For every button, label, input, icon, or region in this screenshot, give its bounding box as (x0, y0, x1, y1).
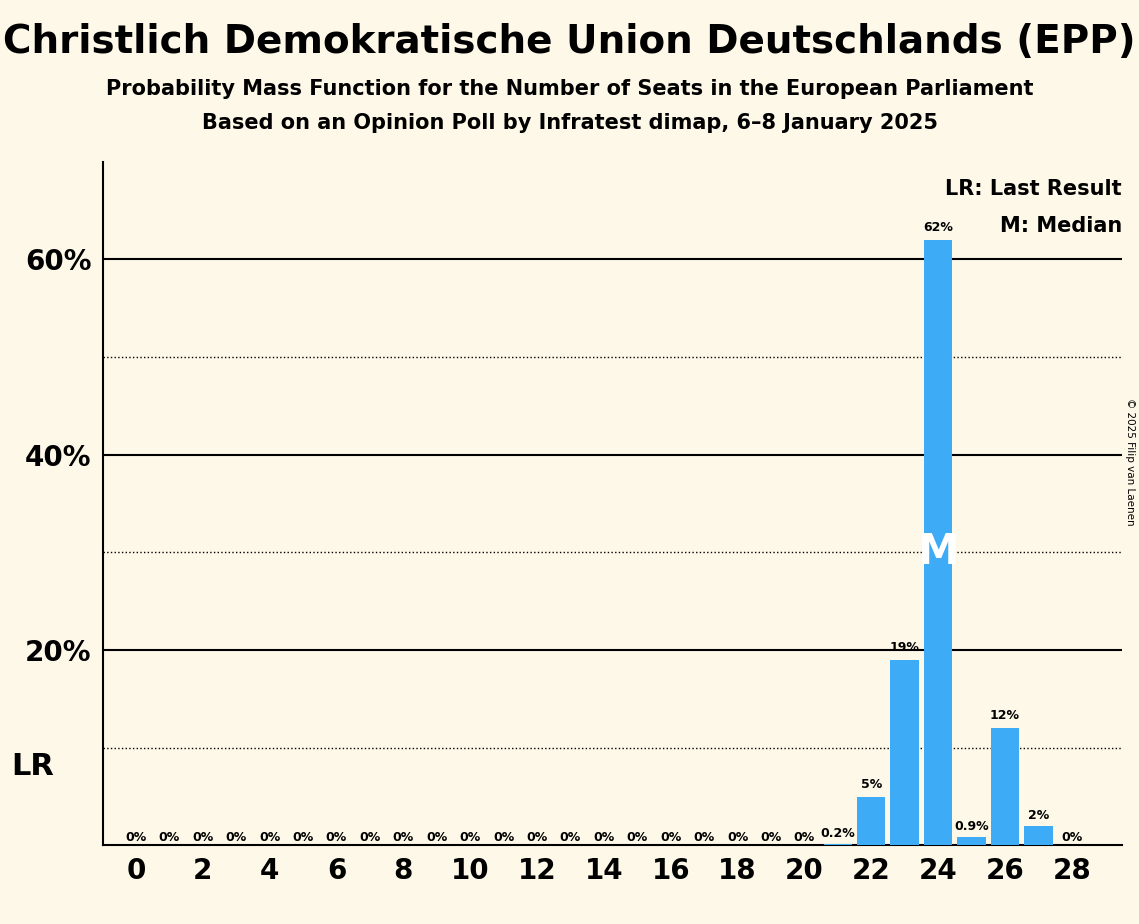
Text: M: Median: M: Median (1000, 216, 1122, 237)
Text: 0%: 0% (526, 831, 548, 844)
Text: M: M (917, 531, 959, 574)
Text: 0%: 0% (393, 831, 413, 844)
Text: 0%: 0% (593, 831, 614, 844)
Text: 0%: 0% (559, 831, 581, 844)
Text: 0%: 0% (493, 831, 514, 844)
Text: Based on an Opinion Poll by Infratest dimap, 6–8 January 2025: Based on an Opinion Poll by Infratest di… (202, 113, 937, 133)
Text: 12%: 12% (990, 710, 1019, 723)
Bar (957, 836, 985, 845)
Text: 0%: 0% (794, 831, 816, 844)
Text: 0.9%: 0.9% (954, 820, 989, 833)
Text: LR: LR (10, 752, 54, 782)
Text: 0%: 0% (326, 831, 347, 844)
Text: 0%: 0% (727, 831, 748, 844)
Text: 0%: 0% (192, 831, 213, 844)
Text: 0%: 0% (626, 831, 648, 844)
Text: 0%: 0% (226, 831, 247, 844)
Text: 0%: 0% (426, 831, 448, 844)
Text: 0%: 0% (259, 831, 280, 844)
Text: 0%: 0% (359, 831, 380, 844)
Text: 62%: 62% (923, 221, 953, 234)
Text: 5%: 5% (861, 778, 882, 791)
Text: 0%: 0% (661, 831, 681, 844)
Text: 0%: 0% (158, 831, 180, 844)
Bar (891, 660, 919, 845)
Text: 0%: 0% (125, 831, 147, 844)
Bar (924, 240, 952, 845)
Bar (991, 728, 1019, 845)
Text: 19%: 19% (890, 641, 919, 654)
Text: 0%: 0% (459, 831, 481, 844)
Text: 0%: 0% (761, 831, 781, 844)
Bar (857, 796, 885, 845)
Text: Christlich Demokratische Union Deutschlands (EPP): Christlich Demokratische Union Deutschla… (3, 23, 1136, 61)
Bar (1024, 826, 1052, 845)
Text: 0%: 0% (694, 831, 715, 844)
Text: 0%: 0% (1062, 831, 1082, 844)
Bar (823, 844, 852, 845)
Text: © 2025 Filip van Laenen: © 2025 Filip van Laenen (1125, 398, 1134, 526)
Text: 0%: 0% (293, 831, 313, 844)
Text: LR: Last Result: LR: Last Result (945, 179, 1122, 199)
Text: 2%: 2% (1027, 809, 1049, 822)
Text: Probability Mass Function for the Number of Seats in the European Parliament: Probability Mass Function for the Number… (106, 79, 1033, 99)
Text: 0.2%: 0.2% (820, 827, 855, 840)
